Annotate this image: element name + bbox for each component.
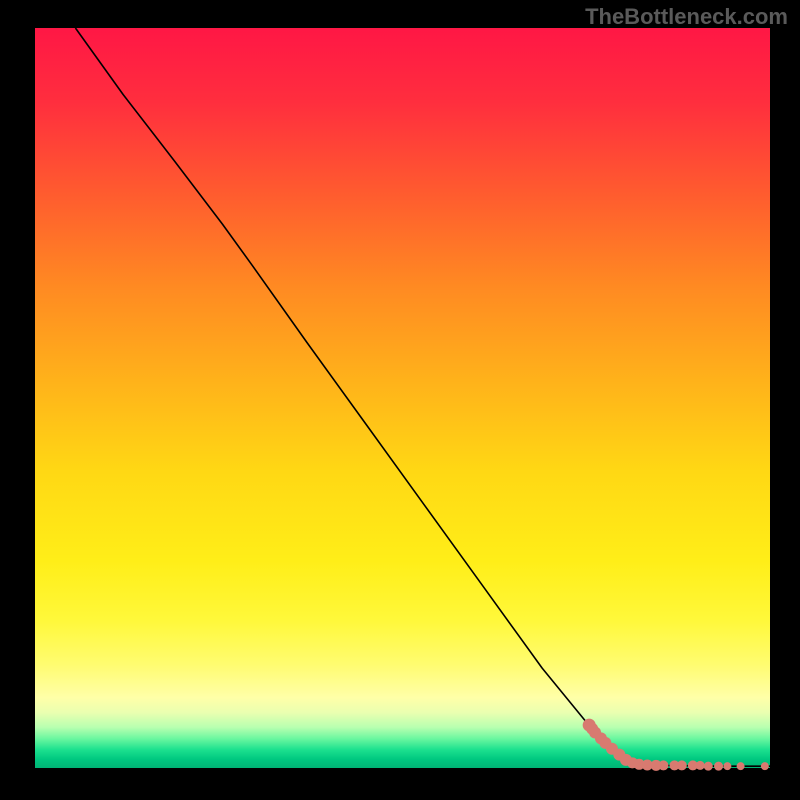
data-marker — [723, 762, 731, 770]
data-marker — [658, 760, 668, 770]
data-marker — [761, 762, 769, 770]
chart-svg — [0, 0, 800, 800]
data-marker — [737, 762, 745, 770]
data-marker — [714, 762, 723, 771]
data-marker — [704, 762, 713, 771]
watermark-text: TheBottleneck.com — [585, 4, 788, 30]
data-marker — [677, 760, 687, 770]
chart-background — [35, 28, 770, 768]
data-marker — [696, 761, 705, 770]
